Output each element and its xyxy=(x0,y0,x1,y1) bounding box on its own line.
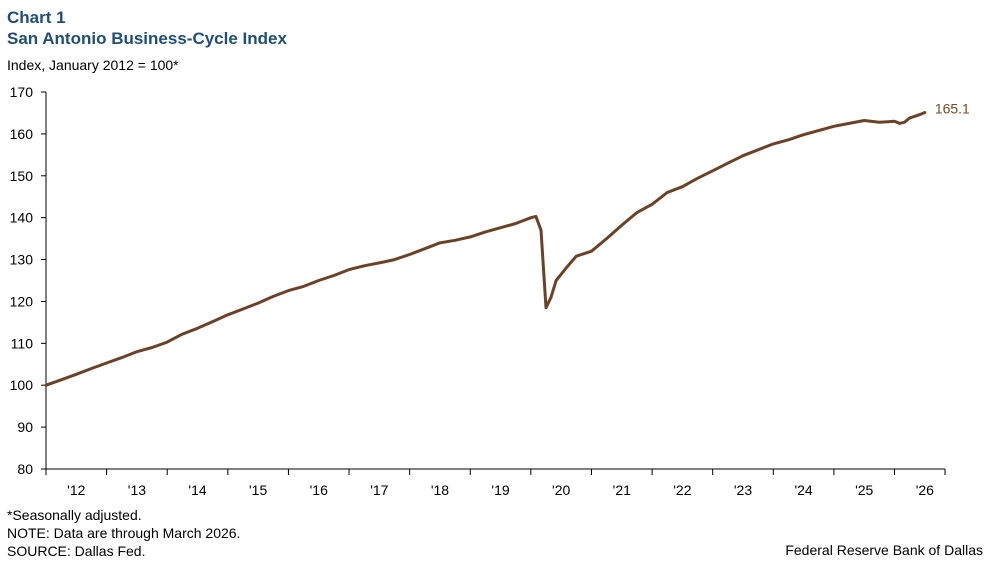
note-data: NOTE: Data are through March 2026. xyxy=(7,525,241,541)
end-value-label: 165.1 xyxy=(935,101,970,117)
x-tick-label: '26 xyxy=(916,482,934,498)
title-block: Chart 1 San Antonio Business-Cycle Index xyxy=(7,8,287,49)
x-tick-label: '25 xyxy=(855,482,873,498)
y-tick-label: 80 xyxy=(17,461,33,477)
x-tick-label: '22 xyxy=(673,482,691,498)
x-tick-label: '17 xyxy=(370,482,388,498)
y-tick-label: 160 xyxy=(10,126,34,142)
x-tick-label: '20 xyxy=(552,482,570,498)
y-tick-label: 100 xyxy=(10,377,34,393)
x-tick-label: '21 xyxy=(613,482,631,498)
chart-title: San Antonio Business-Cycle Index xyxy=(7,29,287,48)
chart-number: Chart 1 xyxy=(7,8,66,27)
credit-line: Federal Reserve Bank of Dallas xyxy=(785,542,983,558)
x-tick-label: '15 xyxy=(249,482,267,498)
y-tick-label: 120 xyxy=(10,293,34,309)
x-tick-label: '23 xyxy=(734,482,752,498)
source-note: SOURCE: Dallas Fed. xyxy=(7,543,146,559)
y-tick-label: 110 xyxy=(11,335,34,351)
x-tick-label: '14 xyxy=(188,482,206,498)
x-tick-label: '19 xyxy=(491,482,509,498)
x-tick-label: '13 xyxy=(128,482,146,498)
series-line xyxy=(44,111,927,387)
x-tick-label: '18 xyxy=(431,482,449,498)
y-tick-label: 150 xyxy=(10,168,34,184)
y-axis-unit-label: Index, January 2012 = 100* xyxy=(7,57,179,73)
y-tick-label: 130 xyxy=(10,252,34,268)
y-tick-label: 170 xyxy=(10,84,34,100)
footnotes: *Seasonally adjusted. NOTE: Data are thr… xyxy=(7,506,240,560)
x-tick-label: '12 xyxy=(67,482,85,498)
note-seasonal: *Seasonally adjusted. xyxy=(7,507,142,523)
x-tick-label: '16 xyxy=(310,482,328,498)
y-tick-label: 140 xyxy=(10,210,34,226)
x-tick-label: '24 xyxy=(794,482,812,498)
y-tick-label: 90 xyxy=(17,419,33,435)
